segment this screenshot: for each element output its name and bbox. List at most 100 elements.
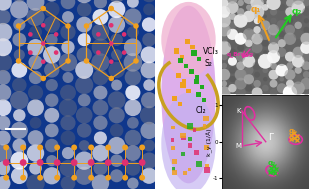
Point [181, 134, 186, 137]
Point [178, 59, 183, 62]
Text: K: K [236, 108, 241, 114]
Point [140, 146, 145, 149]
Point [16, 24, 21, 27]
Point [66, 121, 70, 124]
Point [41, 60, 46, 63]
Point [287, 64, 292, 67]
Point [109, 60, 114, 63]
Point [238, 10, 243, 13]
Point [82, 8, 87, 11]
Point [98, 61, 103, 64]
Point [304, 28, 309, 31]
Point [279, 6, 284, 9]
Point [287, 46, 292, 49]
Text: S₂: S₂ [204, 59, 212, 68]
Point [17, 68, 22, 71]
Point [222, 1, 227, 4]
Point [82, 38, 87, 41]
Point [255, 19, 260, 22]
Point [55, 146, 60, 149]
Point [230, 33, 235, 36]
Point [271, 55, 276, 58]
Point [205, 168, 210, 171]
Point [130, 182, 135, 185]
Point [279, 51, 284, 54]
Point [33, 31, 38, 34]
Point [1, 76, 6, 79]
Point [66, 31, 70, 34]
Point [147, 68, 152, 71]
Point [222, 73, 227, 76]
Point [187, 168, 192, 171]
Ellipse shape [161, 2, 216, 77]
Point [271, 91, 276, 94]
Point [174, 50, 179, 53]
Point [279, 78, 284, 81]
Point [82, 159, 87, 162]
Point [98, 76, 103, 79]
Point [222, 28, 227, 31]
Point [147, 53, 152, 56]
Point [263, 33, 268, 36]
Point [66, 24, 70, 27]
Point [279, 42, 284, 45]
Point [21, 161, 26, 164]
Point [238, 19, 243, 22]
Point [222, 10, 227, 13]
Point [17, 129, 22, 132]
Point [1, 15, 6, 19]
Point [17, 23, 22, 26]
Point [188, 137, 193, 140]
Point [296, 60, 301, 63]
Point [304, 10, 309, 13]
Point [130, 61, 135, 64]
Point [195, 76, 200, 79]
Point [222, 46, 227, 49]
Point [304, 46, 309, 49]
Point [122, 33, 127, 36]
Point [82, 68, 87, 71]
Point [279, 60, 284, 63]
Point [279, 69, 284, 72]
Point [296, 87, 301, 90]
Point [246, 69, 251, 72]
Point [114, 99, 119, 102]
Point [180, 84, 185, 87]
Point [49, 23, 54, 26]
Point [98, 0, 103, 3]
Point [172, 97, 177, 100]
Point [106, 176, 111, 179]
Point [130, 121, 135, 124]
Point [246, 15, 251, 18]
Point [106, 146, 111, 149]
Point [17, 84, 22, 87]
Point [28, 33, 33, 36]
Text: q₁: q₁ [288, 128, 297, 134]
Point [189, 70, 194, 73]
Point [114, 8, 119, 11]
Point [38, 161, 43, 164]
Point [84, 24, 89, 27]
Point [66, 91, 70, 94]
Point [98, 121, 103, 124]
Point [33, 76, 38, 79]
Point [1, 136, 6, 139]
Point [230, 51, 235, 54]
Point [1, 91, 6, 94]
Point [287, 10, 292, 13]
Point [263, 51, 268, 54]
Point [66, 152, 70, 155]
Point [271, 37, 276, 40]
Point [304, 64, 309, 67]
Point [171, 126, 176, 129]
Point [55, 176, 60, 179]
Point [72, 161, 77, 164]
Point [98, 31, 103, 34]
Point [130, 76, 135, 79]
Point [230, 24, 235, 27]
Point [176, 74, 181, 77]
Point [287, 55, 292, 58]
Point [271, 82, 276, 85]
Point [41, 42, 46, 45]
Point [147, 38, 152, 41]
